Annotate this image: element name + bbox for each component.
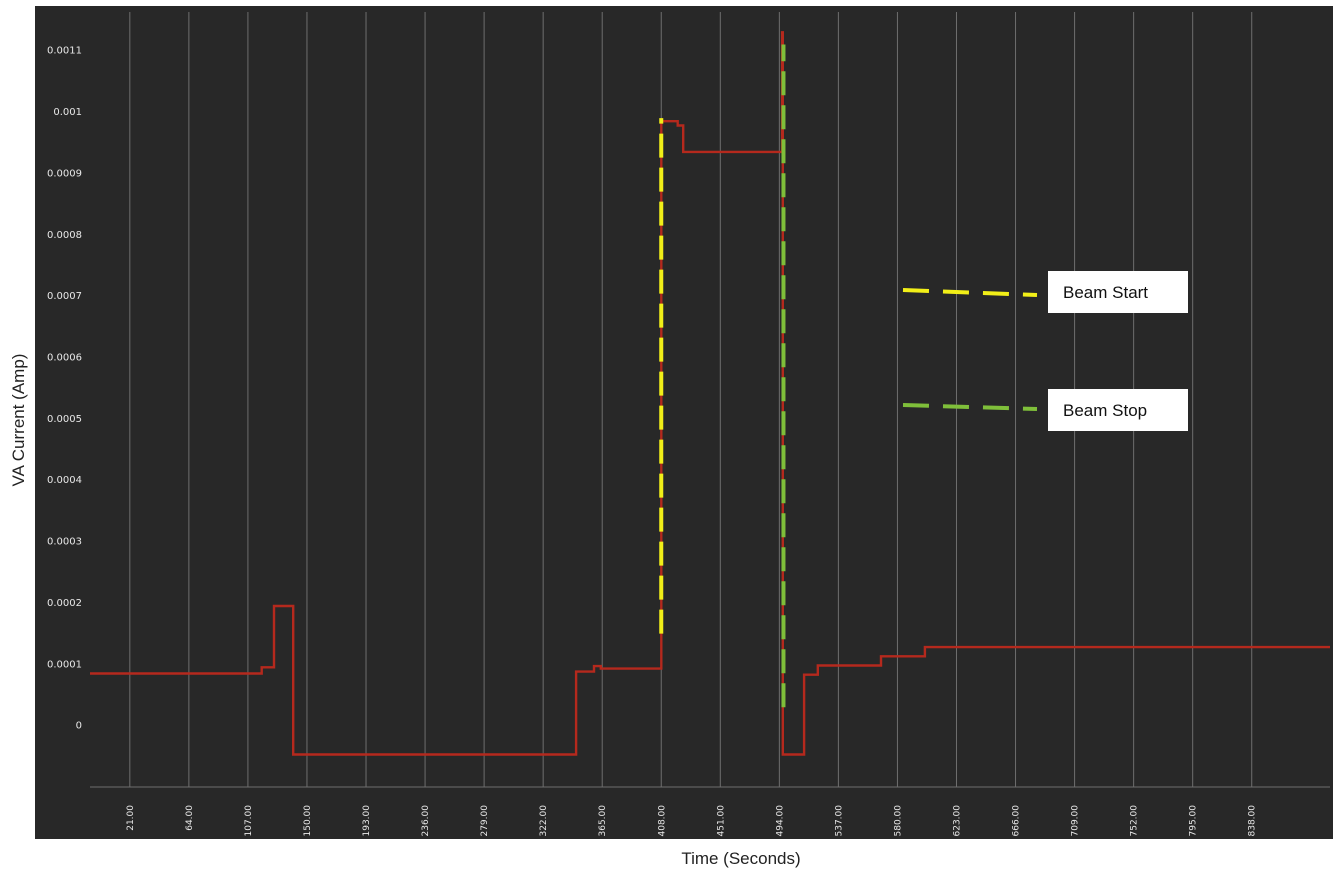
legend-label-beam-stop: Beam Stop: [1063, 401, 1147, 420]
x-tick-label: 623.00: [952, 805, 962, 837]
y-tick-label: 0: [76, 721, 82, 732]
x-axis-title: Time (Seconds): [681, 849, 800, 868]
x-tick-label: 21.00: [126, 805, 136, 831]
series-line-va-current: [90, 31, 1330, 756]
x-tick-label: 236.00: [421, 805, 431, 837]
x-tick-label: 838.00: [1248, 805, 1258, 837]
x-tick-label: 666.00: [1012, 805, 1022, 837]
y-tick-label: 0.0011: [47, 46, 82, 57]
x-tick-label: 494.00: [775, 805, 785, 837]
y-tick-label: 0.0003: [47, 537, 82, 548]
x-tick-label: 279.00: [480, 805, 490, 837]
x-tick-label: 580.00: [893, 805, 903, 837]
x-tick-label: 537.00: [834, 805, 844, 837]
y-tick-label: 0.0009: [47, 168, 82, 179]
x-tick-label: 365.00: [598, 805, 608, 837]
x-tick-label: 795.00: [1189, 805, 1199, 837]
y-tick-label: 0.0001: [47, 659, 82, 670]
legend-label-box-beam-start: [1048, 271, 1188, 313]
y-axis-title: VA Current (Amp): [9, 354, 28, 487]
legend-label-beam-start: Beam Start: [1063, 283, 1148, 302]
y-tick-label: 0.0008: [47, 230, 82, 241]
y-tick-label: 0.0002: [47, 598, 82, 609]
legend: Beam Start Beam Stop: [902, 271, 1188, 431]
y-tick-label: 0.0006: [47, 352, 82, 363]
y-tick-label: 0.0005: [47, 414, 82, 425]
y-tick-label: 0.001: [53, 107, 82, 118]
x-tick-label: 107.00: [244, 805, 254, 837]
legend-swatch-beam-start: [902, 288, 1038, 297]
x-tick-label: 64.00: [185, 805, 195, 831]
legend-swatch-beam-stop: [902, 403, 1038, 411]
series-layer: [90, 31, 1330, 756]
y-tick-label: 0.0004: [47, 475, 82, 486]
x-tick-label: 752.00: [1130, 805, 1140, 837]
x-tick-label: 408.00: [657, 805, 667, 837]
x-tick-label: 322.00: [539, 805, 549, 837]
y-axis-ticks: 0 0.0001 0.0002 0.0003 0.0004 0.0005 0.0006 0.0…: [47, 46, 82, 732]
legend-label-box-beam-stop: [1048, 389, 1188, 431]
y-tick-label: 0.0007: [47, 291, 82, 302]
x-tick-label: 709.00: [1071, 805, 1081, 837]
x-tick-label: 150.00: [303, 805, 313, 837]
x-axis-ticks: 21.00 64.00 107.00 150.00 193.00 236.00 279.00…: [126, 805, 1258, 837]
beam-markers: [659, 44, 786, 708]
x-tick-label: 451.00: [716, 805, 726, 837]
x-tick-label: 193.00: [362, 805, 372, 837]
